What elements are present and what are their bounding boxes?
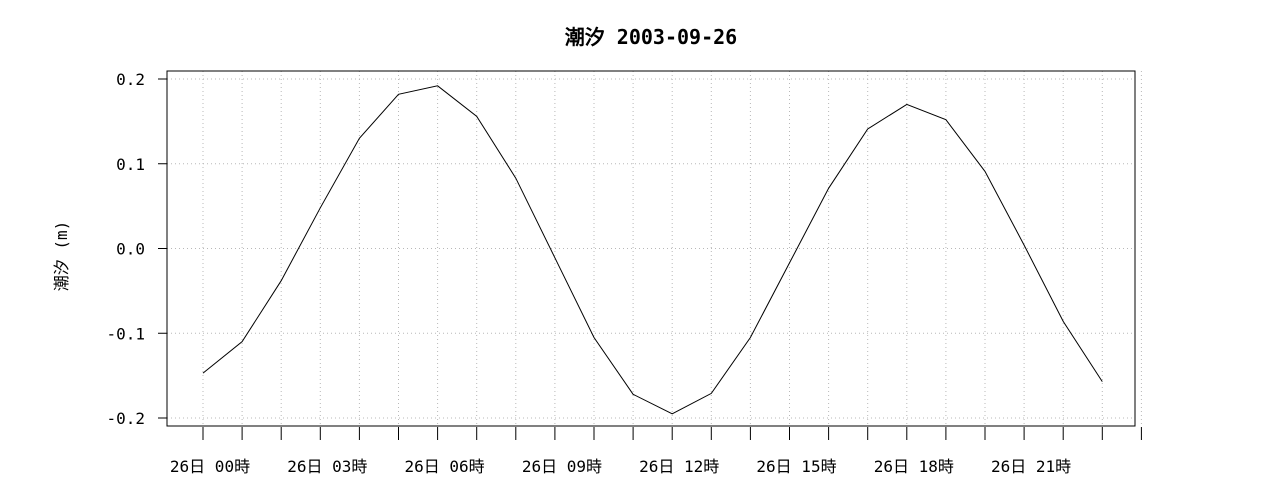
y-tick-label: 0.1 [116, 155, 145, 174]
y-tick-label: -0.2 [106, 409, 145, 428]
x-tick-label: 26日 00時 [170, 457, 250, 476]
x-tick-label: 26日 21時 [991, 457, 1071, 476]
y-axis-label: 潮汐 (m) [52, 221, 71, 292]
x-tick-label: 26日 18時 [874, 457, 954, 476]
series-line [202, 85, 1103, 415]
y-tick-label: 0.0 [116, 240, 145, 259]
x-tick-label: 26日 06時 [405, 457, 485, 476]
x-tick-label: 26日 09時 [522, 457, 602, 476]
x-tick-label: 26日 12時 [639, 457, 719, 476]
chart-title: 潮汐 2003-09-26 [565, 25, 737, 49]
x-tick-label: 26日 15時 [756, 457, 836, 476]
y-tick-label: -0.1 [106, 324, 145, 343]
series-group [202, 85, 1103, 415]
grid-lines [167, 71, 1142, 426]
x-axis: 26日 00時 26日 03時 26日 06時 26日 09時 26日 12時 26日 1… [170, 427, 1142, 476]
y-tick-label: 0.2 [116, 70, 145, 89]
y-axis: -0.2 -0.1 0.0 0.1 0.2 [106, 70, 167, 428]
x-tick-label: 26日 03時 [287, 457, 367, 476]
